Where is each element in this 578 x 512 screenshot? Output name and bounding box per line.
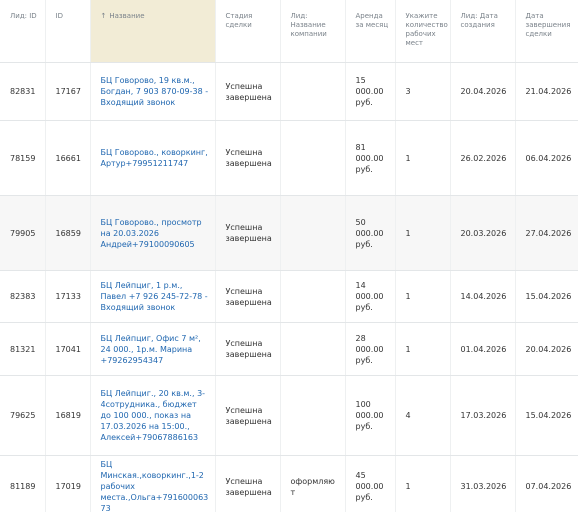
header-row: Лид: ID ID ↑ Название Стадия сделки Лид: Назв… xyxy=(0,0,578,63)
table-cell: 01.04.2026 xyxy=(450,322,516,376)
table-cell: 81321 xyxy=(0,322,46,376)
table-cell: 26.02.2026 xyxy=(450,120,516,196)
deal-link[interactable]: БЦ Говорово., коворкинг, Артур+799512117… xyxy=(90,120,216,196)
table-cell: 17019 xyxy=(45,455,91,512)
table-cell: 31.03.2026 xyxy=(450,455,516,512)
table-cell: 79625 xyxy=(0,375,46,456)
table-row[interactable]: 82831 17167 БЦ Говорово, 19 кв.м., Богдан,… xyxy=(0,62,578,121)
table-cell: 45 000.00 руб. xyxy=(345,455,396,512)
table-cell: 20.04.2026 xyxy=(450,62,516,121)
table-cell: 100 000.00 руб. xyxy=(345,375,396,456)
table-cell: 27.04.2026 xyxy=(515,195,578,271)
table-cell: 50 000.00 руб. xyxy=(345,195,396,271)
table-cell: оформляют xyxy=(280,455,346,512)
table-cell: 14 000.00 руб. xyxy=(345,270,396,323)
deal-link[interactable]: БЦ Лейпциг, Офис 7 м², 24 000., 1р.м. Ма… xyxy=(90,322,216,376)
table-cell xyxy=(280,195,346,271)
table-cell: 81 000.00 руб. xyxy=(345,120,396,196)
column-header[interactable]: Стадия сделки xyxy=(215,0,281,63)
table-cell xyxy=(280,322,346,376)
table-cell: 06.04.2026 xyxy=(515,120,578,196)
table-cell: 82831 xyxy=(0,62,46,121)
table-cell: 20.04.2026 xyxy=(515,322,578,376)
table-cell: 15 000.00 руб. xyxy=(345,62,396,121)
table-cell: Успешна завершена xyxy=(215,62,281,121)
table-cell: Успешна завершена xyxy=(215,195,281,271)
table-cell: 15.04.2026 xyxy=(515,270,578,323)
table-cell: 1 xyxy=(395,322,451,376)
sort-arrow: ↑ xyxy=(100,12,107,20)
table-cell: 81189 xyxy=(0,455,46,512)
table-row[interactable]: 81189 17019 БЦ Минская.,коворкинг.,1-2 раб… xyxy=(0,455,578,512)
table-cell: 3 xyxy=(395,62,451,121)
column-header[interactable]: Укажите количество рабочих мест xyxy=(395,0,451,63)
table-row[interactable]: 78159 16661 БЦ Говорово., коворкинг, Артур… xyxy=(0,120,578,196)
header-label: Название xyxy=(109,12,145,20)
column-header[interactable]: Лид: Дата создания xyxy=(450,0,516,63)
table-cell xyxy=(280,375,346,456)
table-cell: 16819 xyxy=(45,375,91,456)
table-cell: 1 xyxy=(395,120,451,196)
table-cell: 21.04.2026 xyxy=(515,62,578,121)
table-cell: 17041 xyxy=(45,322,91,376)
table-row[interactable]: 82383 17133 БЦ Лейпциг, 1 р.м., Павел +7 9… xyxy=(0,270,578,323)
header-label: Лид: Название компании xyxy=(290,12,327,38)
table-cell: Успешна завершена xyxy=(215,455,281,512)
table-cell: 17167 xyxy=(45,62,91,121)
table-row[interactable]: 81321 17041 БЦ Лейпциг, Офис 7 м², 24 000.… xyxy=(0,322,578,376)
table-cell: 07.04.2026 xyxy=(515,455,578,512)
table-cell: 15.04.2026 xyxy=(515,375,578,456)
column-header[interactable]: ID xyxy=(45,0,91,63)
table-cell: 1 xyxy=(395,195,451,271)
table-cell: 4 xyxy=(395,375,451,456)
column-header[interactable]: Дата завершения сделки xyxy=(515,0,578,63)
deal-link[interactable]: БЦ Лейпциг, 1 р.м., Павел +7 926 245-72-… xyxy=(90,270,216,323)
table-cell: Успешна завершена xyxy=(215,375,281,456)
table-cell: 16859 xyxy=(45,195,91,271)
header-label: Аренда за месяц xyxy=(355,12,389,29)
deal-link[interactable]: БЦ Лейпциг., 20 кв.м., 3-4сотрудника., б… xyxy=(90,375,216,456)
table-cell: Успешна завершена xyxy=(215,322,281,376)
column-header[interactable]: Лид: ID xyxy=(0,0,46,63)
table-cell: 79905 xyxy=(0,195,46,271)
table-cell: 28 000.00 руб. xyxy=(345,322,396,376)
table-cell: 82383 xyxy=(0,270,46,323)
table-cell: 20.03.2026 xyxy=(450,195,516,271)
table-cell: Успешна завершена xyxy=(215,270,281,323)
deal-link[interactable]: БЦ Говорово, 19 кв.м., Богдан, 7 903 870… xyxy=(90,62,216,121)
table-cell: 17.03.2026 xyxy=(450,375,516,456)
table-body: 82831 17167 БЦ Говорово, 19 кв.м., Богдан,… xyxy=(0,62,578,512)
table-row[interactable]: 79905 16859 БЦ Говорово., просмотр на 20.0… xyxy=(0,195,578,271)
deal-link[interactable]: БЦ Минская.,коворкинг.,1-2 рабочих места… xyxy=(90,455,216,512)
table-cell: 14.04.2026 xyxy=(450,270,516,323)
table-cell: 1 xyxy=(395,455,451,512)
table-cell: 1 xyxy=(395,270,451,323)
table-row[interactable]: 79625 16819 БЦ Лейпциг., 20 кв.м., 3-4сотр… xyxy=(0,375,578,456)
table-cell: 17133 xyxy=(45,270,91,323)
column-header[interactable]: ↑ Название xyxy=(90,0,216,63)
table-cell: 78159 xyxy=(0,120,46,196)
header-label: Лид: Дата создания xyxy=(460,12,498,29)
column-header[interactable]: Аренда за месяц xyxy=(345,0,396,63)
table-cell xyxy=(280,62,346,121)
column-header[interactable]: Лид: Название компании xyxy=(280,0,346,63)
table-cell: Успешна завершена xyxy=(215,120,281,196)
header-label: Укажите количество рабочих мест xyxy=(405,12,448,47)
table-cell: 16661 xyxy=(45,120,91,196)
header-label: Лид: ID xyxy=(10,12,37,20)
table-cell xyxy=(280,120,346,196)
header-label: Дата завершения сделки xyxy=(525,12,571,38)
header-label: ID xyxy=(55,12,63,20)
deal-link[interactable]: БЦ Говорово., просмотр на 20.03.2026 Анд… xyxy=(90,195,216,271)
header-label: Стадия сделки xyxy=(225,12,253,29)
table-cell xyxy=(280,270,346,323)
